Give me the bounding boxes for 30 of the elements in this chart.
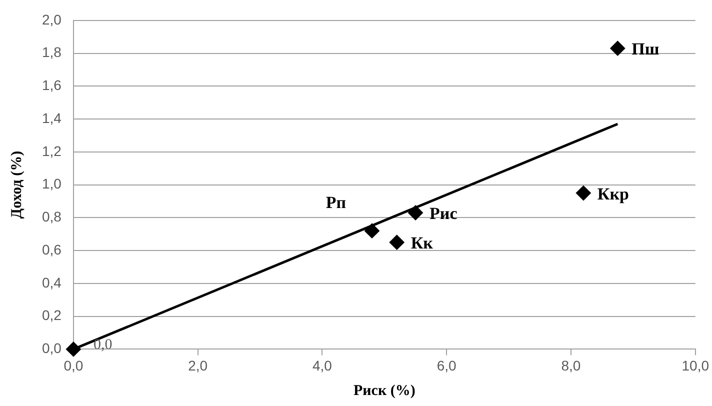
y-tick-label: 0,2 <box>42 307 62 324</box>
y-tick-label: 0,6 <box>42 241 62 258</box>
x-tick-label: 8,0 <box>561 357 581 374</box>
annotation: Рис <box>430 204 458 224</box>
y-tick-label: 1,6 <box>42 77 62 94</box>
point <box>364 223 380 238</box>
y-tick-label: 0,8 <box>42 208 62 225</box>
annotation: Кк <box>410 234 434 253</box>
point <box>389 234 404 250</box>
y-tick-label: 1,8 <box>42 44 62 60</box>
y-axis-title: Доход (%) <box>8 150 25 219</box>
point <box>610 40 626 56</box>
annotation: Пш <box>632 40 660 59</box>
y-tick-label: 1,4 <box>42 110 62 126</box>
y-tick-label: 2,0 <box>42 11 62 28</box>
y-tick-label: 1,2 <box>42 142 62 159</box>
x-tick-label: 10,0 <box>682 357 710 374</box>
x-axis-title: Риск (%) <box>353 382 416 399</box>
x-tick-label: 2,0 <box>188 357 208 374</box>
x-tick-label: 4,0 <box>312 357 332 374</box>
y-tick-label: 1,0 <box>42 176 62 192</box>
point <box>408 205 424 220</box>
annotation: Ккр <box>597 184 630 204</box>
x-tick-label: 0,0 <box>64 357 84 374</box>
y-tick-label: 0,4 <box>42 274 62 290</box>
x-tick-label: 6,0 <box>436 357 457 374</box>
point <box>576 186 591 201</box>
y-tick-label: 0,0 <box>42 340 62 356</box>
annotation: Рп <box>326 193 346 212</box>
point <box>66 342 81 357</box>
